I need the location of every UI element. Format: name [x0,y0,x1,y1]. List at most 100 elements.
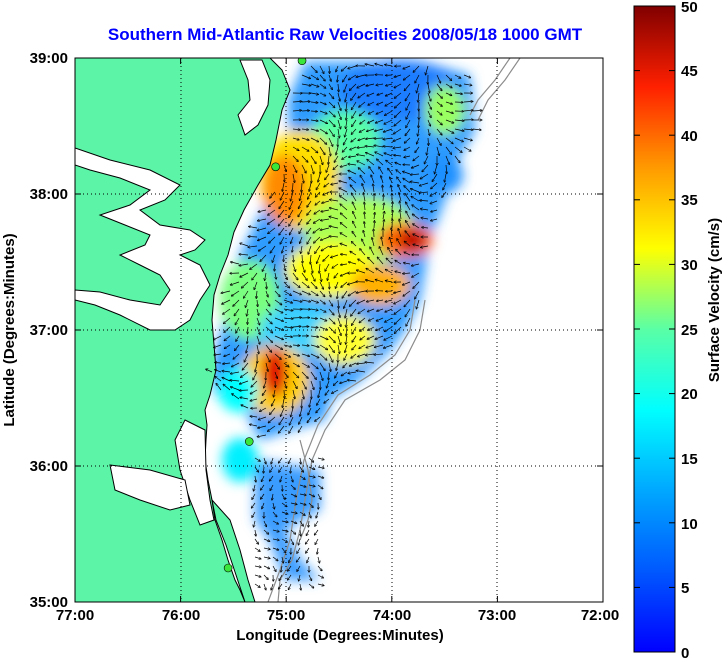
velocity-arrow [375,64,384,67]
velocity-arrow [334,272,339,278]
velocity-arrow [445,119,454,123]
velocity-arrow [463,84,472,85]
velocity-arrow [262,389,267,395]
velocity-arrow [339,181,348,184]
velocity-arrow [239,263,249,266]
velocity-arrow [244,353,249,362]
velocity-arrow [308,511,311,518]
velocity-arrow [446,164,447,174]
velocity-arrow [348,164,357,165]
velocity-arrow [340,196,348,202]
velocity-arrow [427,119,430,126]
velocity-arrow [374,221,375,229]
velocity-arrow [340,223,348,229]
velocity-arrow [386,270,393,274]
velocity-arrow [385,110,393,115]
velocity-arrow [341,264,348,265]
velocity-arrow [274,299,282,305]
velocity-arrow [366,83,375,86]
velocity-arrow [310,362,318,369]
velocity-arrow [299,574,300,581]
velocity-arrow [340,244,348,247]
velocity-arrow [359,317,366,323]
velocity-arrow [310,318,317,319]
velocity-arrow [319,155,323,165]
velocity-arrow [261,398,267,403]
velocity-arrow [436,92,442,98]
velocity-arrow [317,493,321,499]
velocity-arrow [274,389,276,397]
velocity-arrow [372,238,375,247]
velocity-arrow [268,218,276,224]
velocity-arrow [367,92,375,96]
velocity-arrow [341,281,348,287]
velocity-arrow [301,74,310,79]
velocity-arrow [368,308,375,312]
velocity-arrow [254,281,258,289]
velocity-arrow [292,137,299,140]
velocity-arrow [245,299,249,307]
velocity-arrow [376,110,384,114]
velocity-arrow [328,344,334,352]
velocity-arrow [350,185,357,193]
x-tick-label: 76:00 [162,607,200,624]
velocity-arrow [254,547,260,551]
velocity-arrow [309,182,312,191]
velocity-arrow [395,317,402,324]
velocity-arrow [328,119,335,127]
velocity-arrow [258,236,267,241]
velocity-arrow [293,254,294,262]
velocity-arrow [317,547,318,554]
velocity-arrow [404,299,411,307]
velocity-arrow [299,484,306,487]
velocity-arrow [436,128,442,135]
velocity-arrow [398,229,402,238]
velocity-arrow [386,83,393,86]
velocity-arrow [231,371,240,374]
velocity-arrow [377,92,384,95]
colorbar-tick-label: 40 [681,128,698,145]
velocity-arrow [346,326,347,336]
velocity-arrow [255,475,256,482]
velocity-arrow [356,74,366,77]
velocity-arrow [263,548,270,549]
velocity-arrow [405,194,411,202]
tick-marks [74,57,604,603]
velocity-arrow [445,74,452,80]
velocity-arrow [348,171,357,175]
velocity-arrow [256,317,260,325]
velocity-arrow [222,299,231,304]
x-tick-label: 72:00 [581,607,619,624]
velocity-arrow [317,565,322,571]
velocity-arrow [420,182,429,186]
velocity-arrow [377,159,384,166]
velocity-arrow [306,538,310,544]
velocity-arrow [395,260,402,265]
velocity-arrow [352,110,357,118]
velocity-arrow [310,111,317,112]
velocity-arrow [343,146,348,152]
velocity-arrow [314,218,321,223]
velocity-arrow [350,362,357,366]
velocity-arrow [350,299,357,306]
velocity-arrow [263,565,269,569]
velocity-arrow [256,290,257,298]
velocity-arrow [345,128,348,137]
velocity-arrow [316,511,319,518]
velocity-arrow [353,221,357,229]
velocity-arrow [337,326,341,335]
velocity-arrow [262,263,267,271]
velocity-arrow [261,484,265,490]
velocity-arrow [397,177,402,184]
velocity-arrow [310,336,318,337]
velocity-arrow [345,344,348,352]
velocity-arrow [331,254,339,258]
velocity-arrow [221,290,231,293]
velocity-arrow [257,299,258,306]
velocity-arrow [368,119,375,123]
velocity-arrow [307,227,312,234]
velocity-arrow [351,308,357,316]
velocity-arrow [319,344,328,350]
velocity-arrow [283,327,293,328]
